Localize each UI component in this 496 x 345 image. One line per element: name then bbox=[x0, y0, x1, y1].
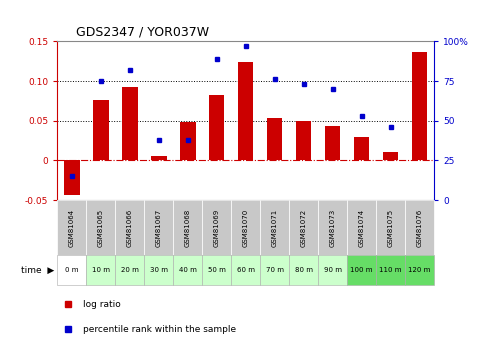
Bar bbox=[318, 255, 347, 285]
Bar bbox=[405, 255, 434, 285]
Bar bbox=[324, 126, 340, 160]
Text: GSM81067: GSM81067 bbox=[156, 209, 162, 247]
Bar bbox=[289, 200, 318, 255]
Bar bbox=[151, 156, 167, 160]
Bar bbox=[238, 62, 253, 160]
Bar bbox=[57, 200, 86, 255]
Text: 40 m: 40 m bbox=[179, 267, 196, 273]
Bar bbox=[202, 255, 231, 285]
Text: 110 m: 110 m bbox=[379, 267, 402, 273]
Text: time  ▶: time ▶ bbox=[21, 265, 55, 275]
Bar bbox=[122, 87, 137, 160]
Text: GSM81071: GSM81071 bbox=[271, 209, 278, 247]
Bar bbox=[180, 121, 195, 160]
Bar bbox=[144, 200, 173, 255]
Bar bbox=[318, 200, 347, 255]
Bar bbox=[296, 121, 311, 160]
Bar bbox=[382, 152, 398, 160]
Text: 50 m: 50 m bbox=[208, 267, 226, 273]
Bar bbox=[347, 255, 376, 285]
Bar bbox=[115, 200, 144, 255]
Text: GSM81075: GSM81075 bbox=[387, 209, 393, 247]
Text: GSM81066: GSM81066 bbox=[126, 209, 132, 247]
Text: percentile rank within the sample: percentile rank within the sample bbox=[83, 325, 237, 334]
Text: GSM81070: GSM81070 bbox=[243, 209, 248, 247]
Text: GSM81065: GSM81065 bbox=[98, 209, 104, 247]
Text: log ratio: log ratio bbox=[83, 299, 121, 308]
Bar bbox=[289, 255, 318, 285]
Text: 10 m: 10 m bbox=[92, 267, 110, 273]
Bar bbox=[63, 160, 79, 195]
Bar bbox=[266, 118, 283, 160]
Bar bbox=[144, 255, 173, 285]
Bar bbox=[57, 255, 86, 285]
Text: GSM81076: GSM81076 bbox=[417, 209, 423, 247]
Bar bbox=[260, 255, 289, 285]
Text: GSM81074: GSM81074 bbox=[359, 209, 365, 247]
Text: GSM81069: GSM81069 bbox=[213, 209, 220, 247]
Bar bbox=[354, 137, 370, 160]
Text: 20 m: 20 m bbox=[121, 267, 138, 273]
Bar bbox=[231, 255, 260, 285]
Bar bbox=[173, 255, 202, 285]
Text: 90 m: 90 m bbox=[323, 267, 342, 273]
Text: 100 m: 100 m bbox=[350, 267, 373, 273]
Text: GSM81072: GSM81072 bbox=[301, 209, 307, 247]
Bar bbox=[208, 95, 225, 160]
Text: 0 m: 0 m bbox=[65, 267, 78, 273]
Bar bbox=[376, 200, 405, 255]
Bar bbox=[202, 200, 231, 255]
Text: GDS2347 / YOR037W: GDS2347 / YOR037W bbox=[76, 26, 209, 39]
Bar bbox=[93, 100, 109, 160]
Bar bbox=[115, 255, 144, 285]
Bar bbox=[173, 200, 202, 255]
Text: 80 m: 80 m bbox=[295, 267, 312, 273]
Text: 70 m: 70 m bbox=[265, 267, 284, 273]
Bar bbox=[412, 52, 428, 160]
Text: GSM81068: GSM81068 bbox=[185, 209, 190, 247]
Bar bbox=[405, 200, 434, 255]
Text: 60 m: 60 m bbox=[237, 267, 254, 273]
Bar bbox=[376, 255, 405, 285]
Bar bbox=[231, 200, 260, 255]
Bar bbox=[86, 200, 115, 255]
Text: 120 m: 120 m bbox=[408, 267, 431, 273]
Bar bbox=[347, 200, 376, 255]
Bar bbox=[86, 255, 115, 285]
Text: 30 m: 30 m bbox=[149, 267, 168, 273]
Text: GSM81073: GSM81073 bbox=[329, 209, 335, 247]
Text: GSM81064: GSM81064 bbox=[68, 209, 74, 247]
Bar bbox=[260, 200, 289, 255]
